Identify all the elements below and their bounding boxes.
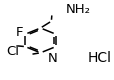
Text: Cl: Cl xyxy=(7,45,19,58)
Text: HCl: HCl xyxy=(87,51,111,65)
Text: NH₂: NH₂ xyxy=(65,3,90,16)
Text: F: F xyxy=(16,26,23,39)
Text: N: N xyxy=(48,52,57,64)
